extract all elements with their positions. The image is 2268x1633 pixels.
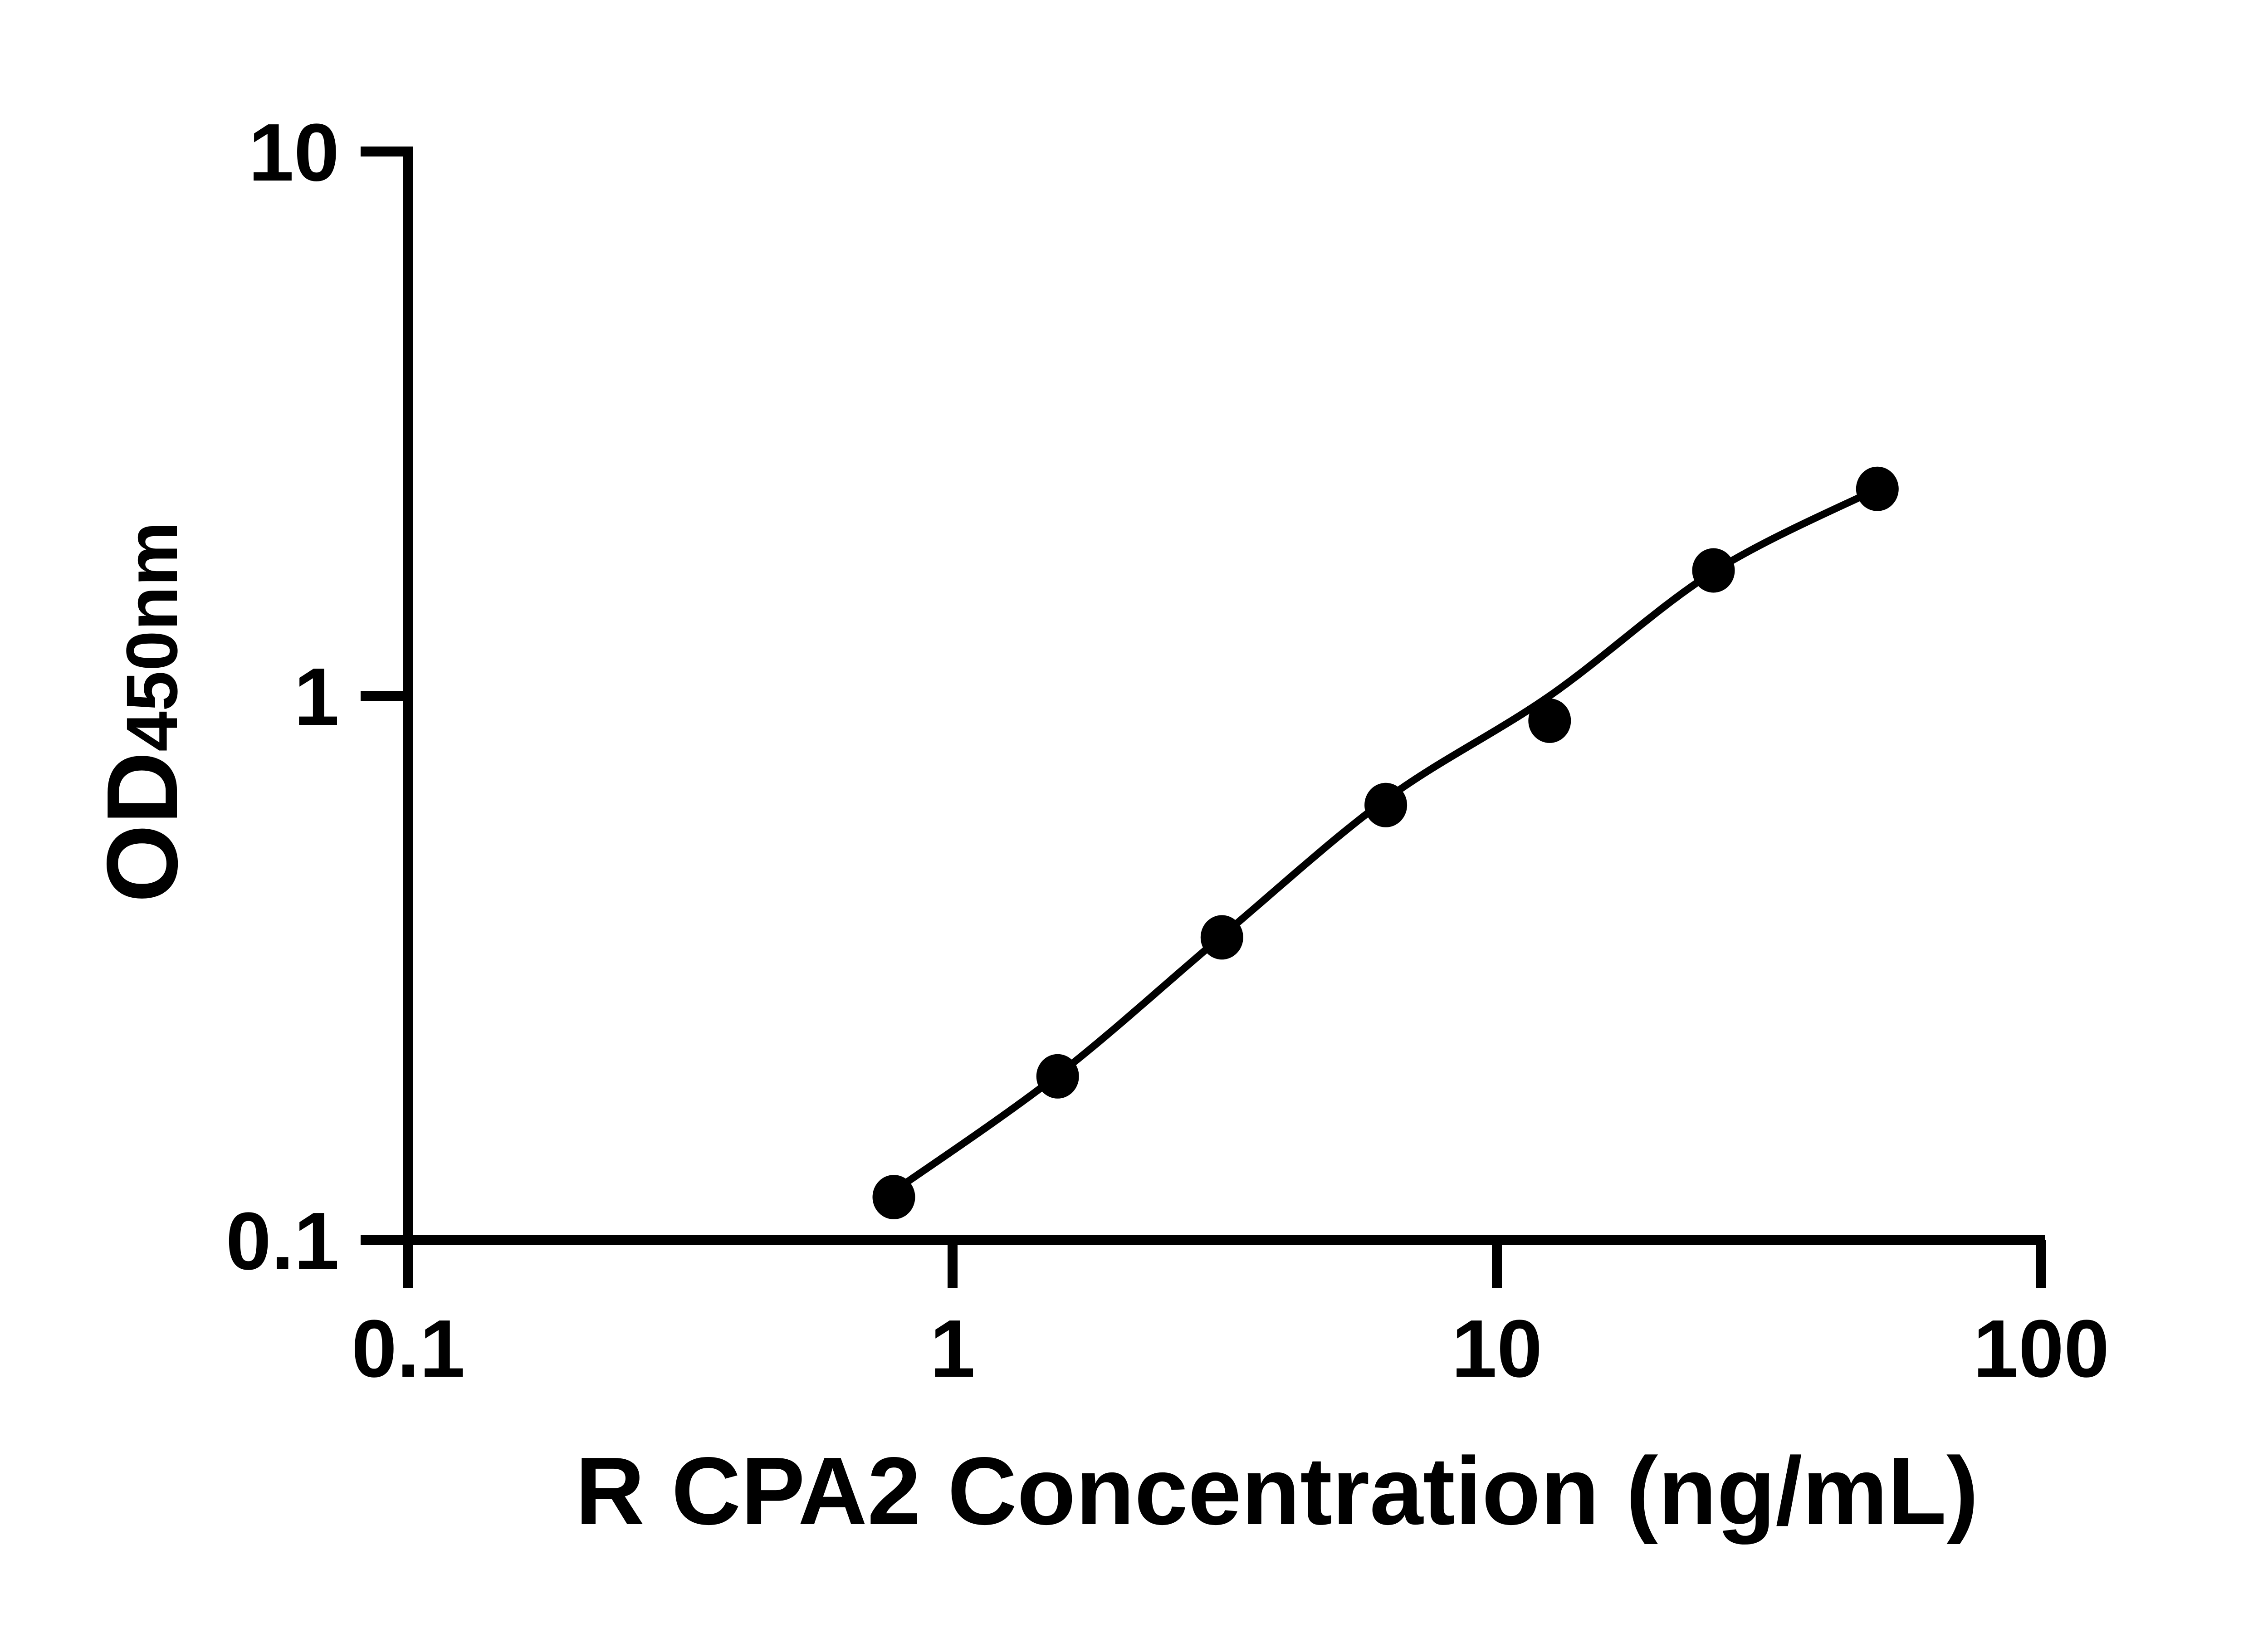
data-point-marker [872, 1175, 915, 1219]
x-tick-label: 100 [1973, 1303, 2109, 1394]
y-axis-title-main: OD [86, 752, 199, 903]
x-tick-mark [2036, 1240, 2046, 1288]
x-tick-mark [403, 1240, 413, 1288]
x-tick-label: 0.1 [352, 1303, 465, 1394]
y-axis-title-subscript: 450nm [111, 522, 192, 752]
y-axis-tick-labels: 0.1 1 10 [226, 107, 339, 1287]
y-axis-line [403, 147, 413, 1288]
y-tick-mark [361, 1235, 408, 1245]
data-point-marker [1036, 1054, 1079, 1099]
y-tick-mark [361, 147, 408, 156]
data-point-marker [1692, 548, 1735, 593]
y-axis-title: OD450nm [86, 522, 199, 903]
x-axis-ticks [403, 1240, 2046, 1288]
x-tick-mark [1492, 1240, 1502, 1288]
x-tick-label: 10 [1452, 1303, 1542, 1394]
y-tick-label: 10 [249, 107, 339, 198]
x-tick-label: 1 [930, 1303, 975, 1394]
y-tick-label: 0.1 [226, 1196, 339, 1287]
y-tick-mark [361, 691, 408, 701]
data-point-marker [1200, 915, 1243, 960]
x-axis-line [361, 1235, 2045, 1245]
y-tick-label: 1 [294, 651, 339, 743]
x-axis-title: R CPA2 Concentration (ng/mL) [575, 1437, 1979, 1545]
data-point-marker [1856, 466, 1899, 511]
data-point-marker [1364, 782, 1408, 827]
data-point-marker [1528, 698, 1571, 743]
x-axis-tick-labels: 0.1 1 10 100 [352, 1303, 2109, 1394]
x-tick-mark [948, 1240, 958, 1288]
y-axis-ticks [361, 147, 408, 1245]
data-point-markers [872, 466, 1899, 1219]
